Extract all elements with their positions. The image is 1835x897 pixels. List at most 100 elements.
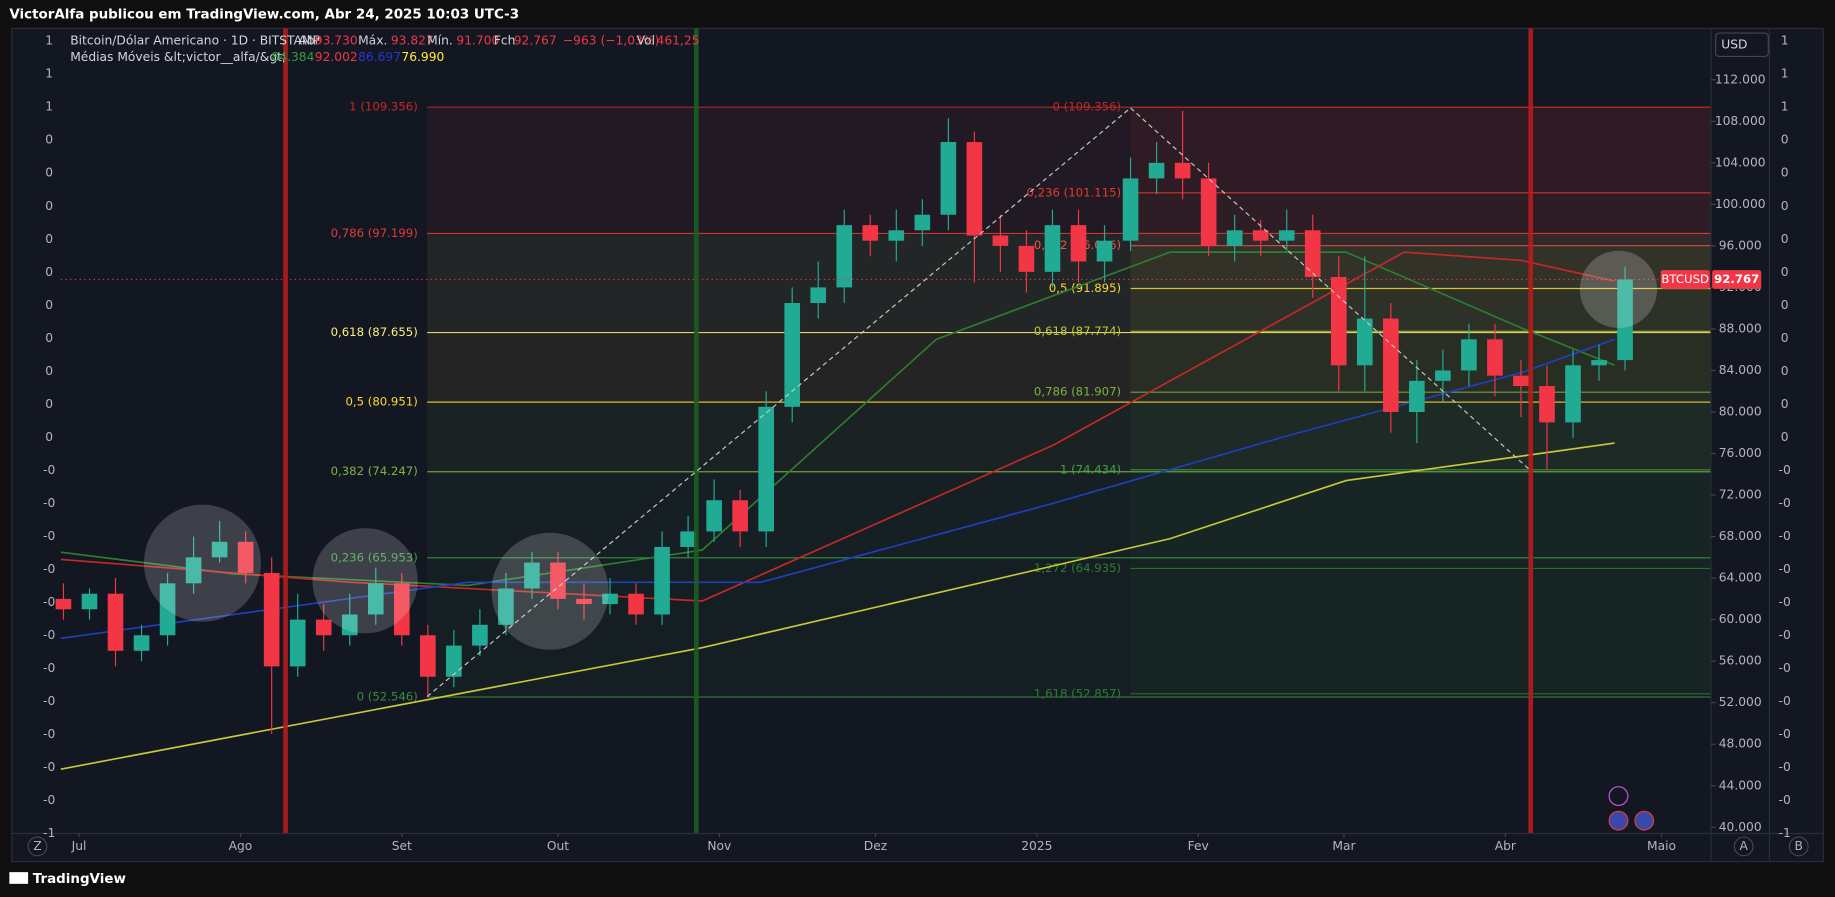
y-tick-label: 84.000: [1719, 363, 1762, 377]
indicator-scale-label: 0: [45, 265, 53, 279]
red-marker: [1528, 28, 1534, 834]
indicator-scale-label: 1: [45, 100, 53, 114]
indicator-scale-label: 1: [45, 67, 53, 81]
y-tick-label: 88.000: [1719, 321, 1762, 335]
indicator-scale-label: -0: [43, 661, 55, 675]
ma-legend-value: 84.384: [272, 50, 315, 64]
candle-body: [1304, 230, 1321, 278]
candle-body: [1383, 318, 1399, 413]
y-tick-label: 64.000: [1719, 571, 1762, 585]
candle-body: [992, 235, 1009, 246]
candle-body: [810, 287, 827, 303]
indicator-scale-label: -0: [43, 595, 55, 609]
scale-button[interactable]: [1788, 836, 1809, 857]
legend-symbol: Bitcoin/Dólar Americano · 1D · BITSTAMP: [70, 34, 320, 48]
moving-average-line: [60, 442, 1615, 770]
scale-button[interactable]: [1733, 836, 1754, 857]
candle-body: [1096, 240, 1113, 262]
scale-button-label: A: [1740, 839, 1749, 853]
fib-label: 0,618 (87.655): [331, 325, 418, 339]
event-icon[interactable]: [1608, 810, 1629, 831]
candle-body: [602, 593, 618, 605]
candle-body: [472, 624, 488, 646]
candle-body: [862, 225, 879, 241]
candle-body: [1539, 386, 1555, 423]
tradingview-logo: [9, 872, 29, 884]
candle-body: [1513, 375, 1529, 387]
y-tick-label: 112.000: [1715, 72, 1766, 86]
indicator-scale-label: 0: [1781, 364, 1789, 378]
x-tick-label: 2025: [1021, 839, 1052, 853]
indicator-scale-label: 1: [1781, 100, 1789, 114]
indicator-scale-label: -0: [1779, 727, 1791, 741]
x-tick-label: Mar: [1332, 839, 1356, 853]
candle-body: [1565, 365, 1581, 423]
y-tick-label: 56.000: [1719, 654, 1762, 668]
indicator-scale-label: -0: [43, 694, 55, 708]
x-tick-label: Set: [392, 839, 412, 853]
fib-label: 1,618 (52.857): [1034, 686, 1121, 700]
candle-body: [654, 546, 670, 615]
candle-body: [1330, 277, 1347, 366]
legend-value: 91.700: [456, 34, 499, 48]
y-tick-label: 40.000: [1719, 820, 1762, 834]
candle-body: [1487, 339, 1503, 376]
highlight-circle: [312, 528, 418, 634]
ma-legend-value: 76.990: [401, 50, 444, 64]
fib-label: 1 (109.356): [349, 100, 418, 114]
indicator-scale-label: 0: [45, 298, 53, 312]
candle-body: [315, 619, 332, 636]
indicator-scale-label: 0: [1781, 232, 1789, 246]
candle-body: [1070, 225, 1087, 262]
x-tick-label: Abr: [1495, 839, 1517, 853]
fib-label: 0,236 (65.953): [331, 550, 418, 564]
candle-body: [341, 614, 358, 636]
fib-zone: [1130, 568, 1711, 694]
x-tick-label: Fev: [1188, 839, 1209, 853]
x-tick-label: Nov: [707, 839, 731, 853]
indicator-scale-label: 0: [45, 397, 53, 411]
y-tick-label: 48.000: [1719, 737, 1762, 751]
fib-label: 0,786 (81.907): [1034, 385, 1121, 399]
candle-body: [81, 593, 98, 610]
y-tick-label: 76.000: [1719, 446, 1762, 460]
indicator-scale-label: -0: [43, 562, 55, 576]
indicator-scale-label: 0: [45, 232, 53, 246]
candle-body: [1617, 279, 1633, 361]
event-icon[interactable]: [1634, 810, 1655, 831]
event-icon[interactable]: [1608, 786, 1629, 807]
candle-body: [784, 302, 801, 407]
fib-zone: [1130, 469, 1711, 569]
indicator-scale-label: -0: [1779, 694, 1791, 708]
fib-label: 0,382 (74.247): [331, 464, 418, 478]
indicator-scale-label: 0: [45, 364, 53, 378]
candle-body: [1435, 370, 1451, 381]
candle-body: [446, 645, 462, 677]
moving-average-line: [60, 251, 1615, 602]
candle-body: [1122, 178, 1139, 241]
fib-label: 0 (52.546): [357, 690, 418, 704]
indicator-scale-label: -0: [1779, 760, 1791, 774]
candle-body: [159, 583, 176, 636]
fib-label: 0,618 (87.774): [1034, 324, 1121, 338]
last-price-label: 92.767: [1714, 272, 1759, 286]
currency-button[interactable]: [1715, 32, 1769, 58]
fib-label: 0,5 (80.951): [345, 395, 417, 409]
candle-body: [914, 214, 931, 231]
indicator-scale-label: 0: [1781, 331, 1789, 345]
indicator-scale-label: 0: [1781, 199, 1789, 213]
candle-body: [237, 541, 254, 573]
x-tick-label: Jul: [71, 839, 87, 853]
candle-body: [576, 598, 592, 605]
indicator-scale-label: -0: [43, 529, 55, 543]
legend-label: Mín.: [427, 34, 453, 48]
publish-header: VictorAlfa publicou em TradingView.com, …: [9, 7, 519, 22]
scale-button[interactable]: [27, 836, 48, 857]
x-tick-label: Ago: [229, 839, 253, 853]
indicator-scale-label: 0: [1781, 133, 1789, 147]
candle-body: [1461, 339, 1477, 371]
y-tick-label: 52.000: [1719, 695, 1762, 709]
indicator-scale-label: -0: [43, 760, 55, 774]
